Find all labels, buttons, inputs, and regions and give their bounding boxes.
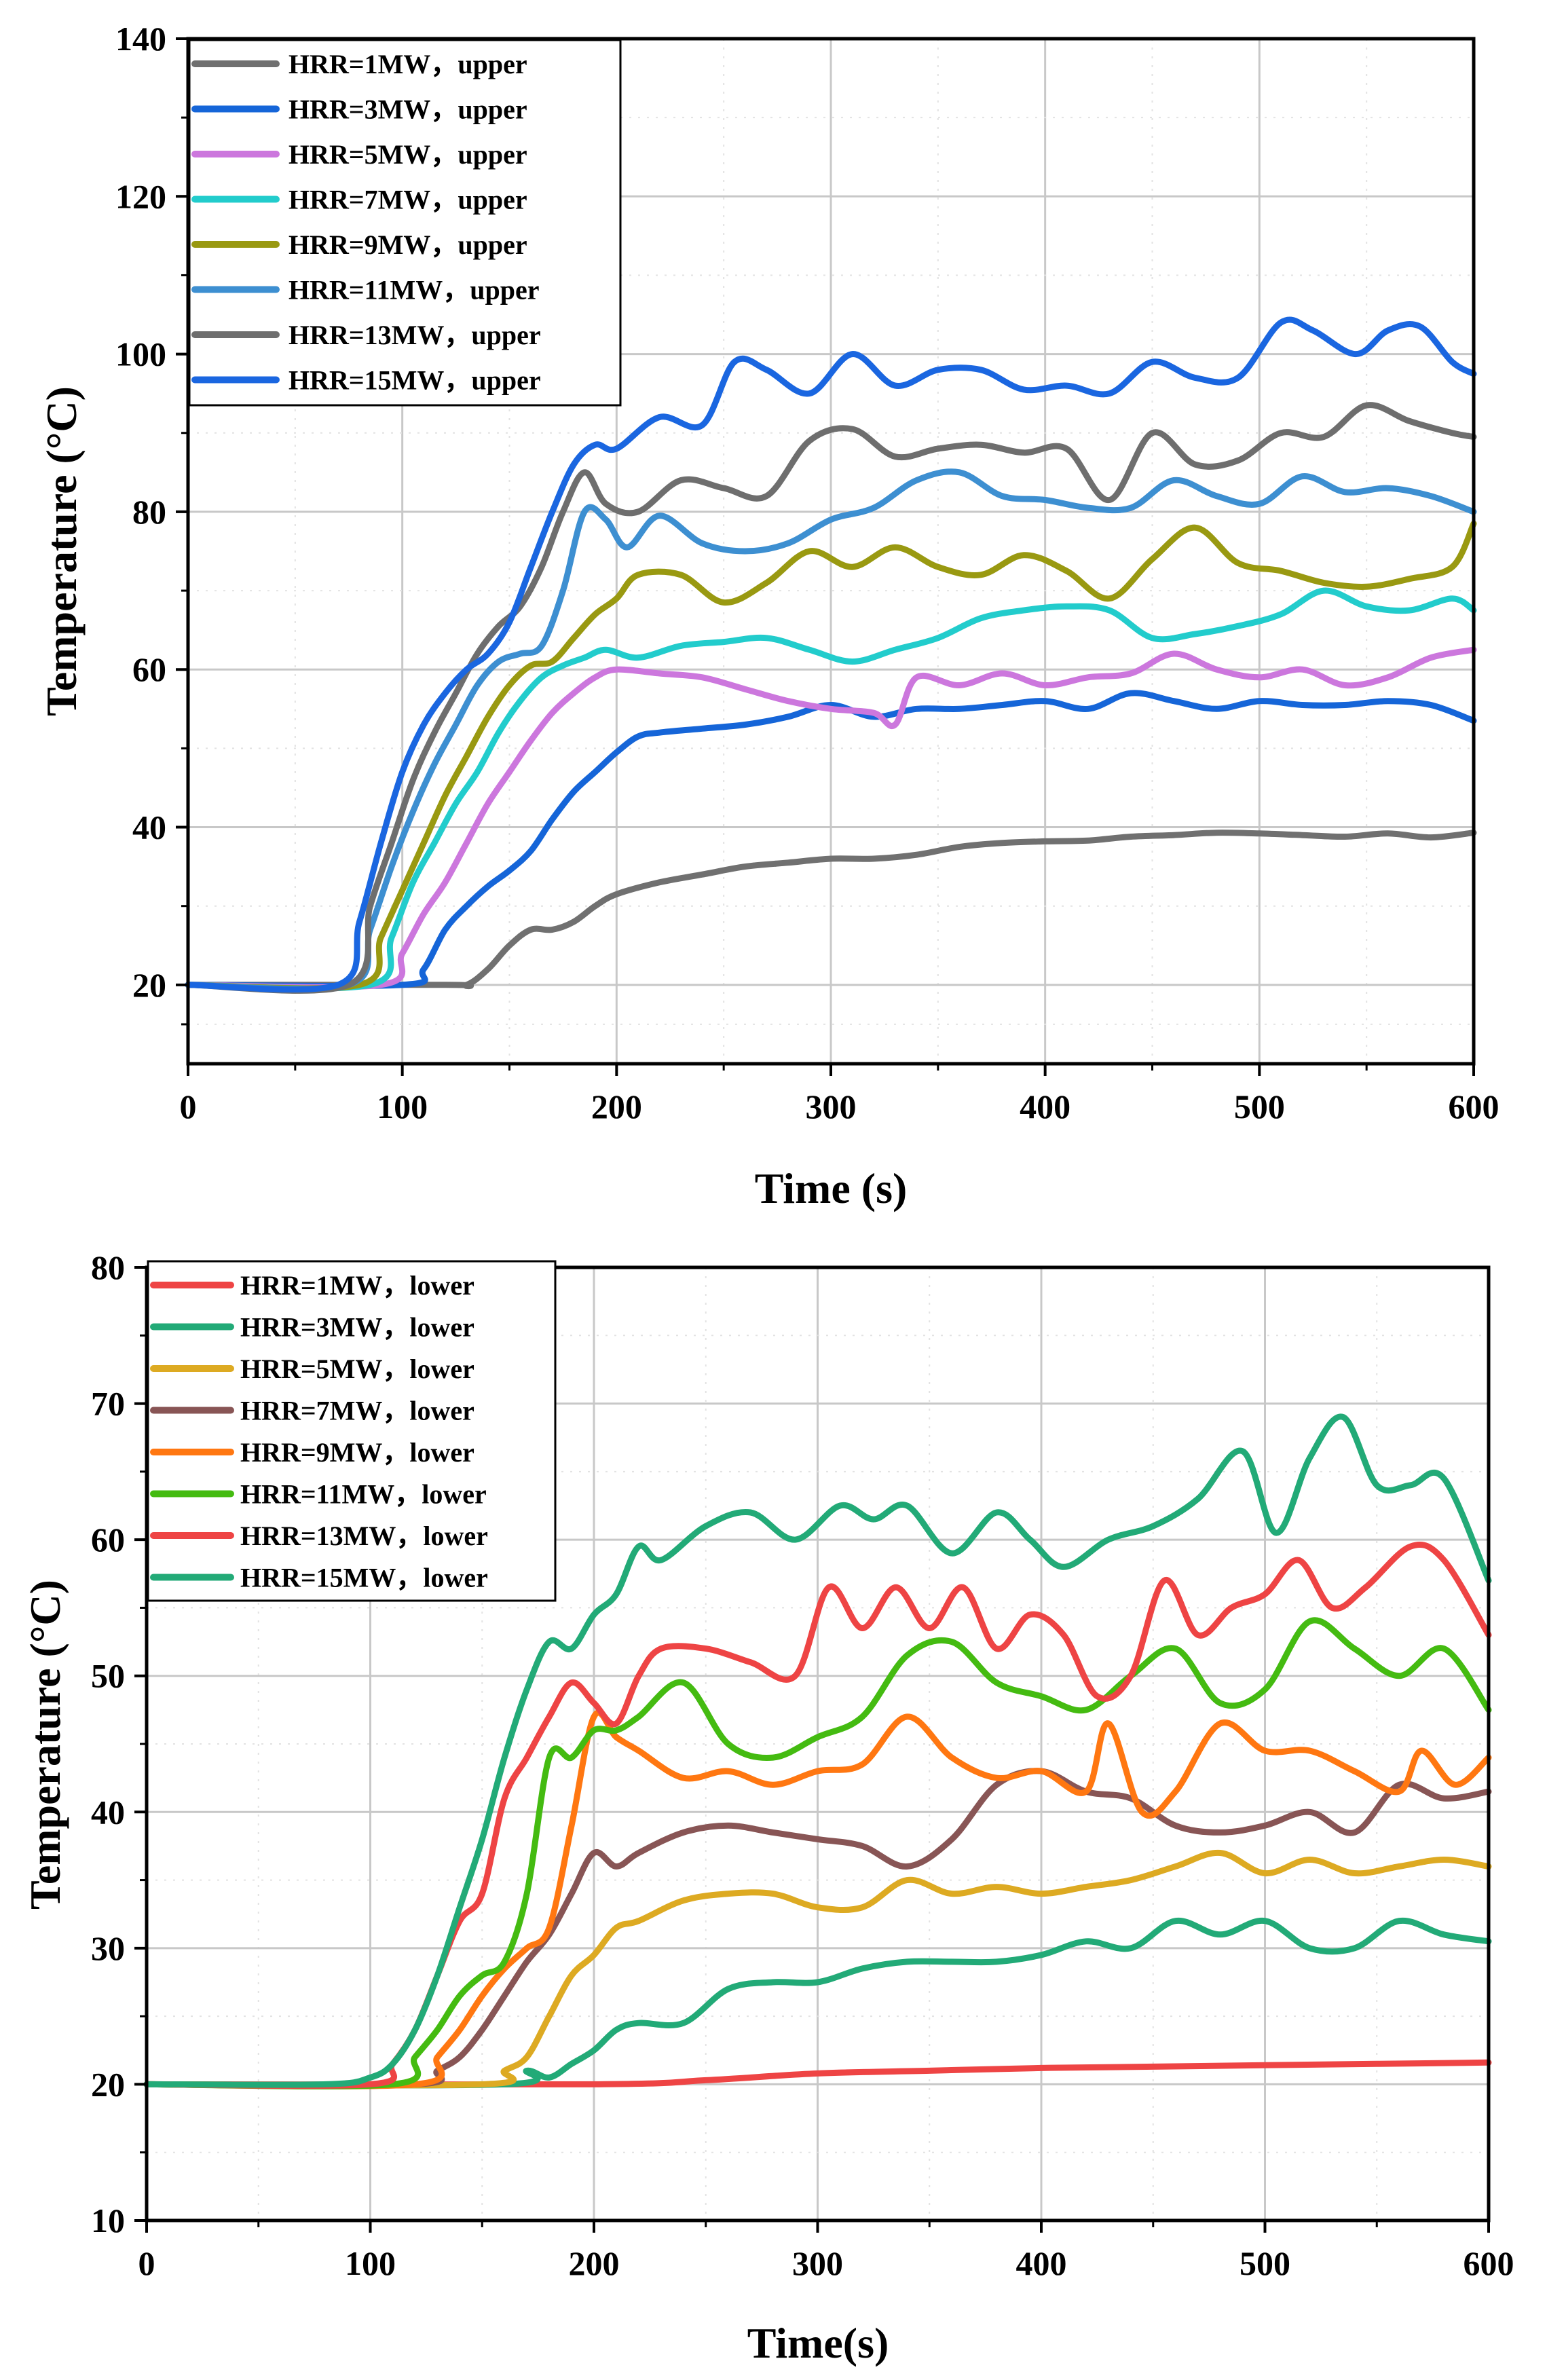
x-tick-label: 100: [345, 2244, 396, 2282]
legend-label-4: HRR=7MW，upper: [288, 185, 527, 215]
legend-label-2: HRR=3MW，lower: [240, 1312, 474, 1343]
legend-label-8: HRR=15MW，lower: [240, 1563, 488, 1593]
x-tick-label: 100: [377, 1087, 428, 1126]
y-tick-label: 50: [91, 1657, 125, 1695]
legend-label-2: HRR=3MW，upper: [288, 94, 527, 125]
y-tick-label: 120: [115, 177, 166, 215]
y-tick-label: 30: [91, 1929, 125, 1967]
upper-legend: HRR=1MW，upper HRR=3MW，upper HRR=5MW，upper H…: [191, 49, 541, 396]
series-line-1: [185, 830, 1477, 990]
legend-label-1: HRR=1MW，lower: [240, 1270, 474, 1301]
lower-x-ticks: 0 100 200 300 400 500 600: [138, 2220, 1514, 2282]
lower-legend: HRR=1MW，lower HRR=3MW，lower HRR=5MW，lower H…: [150, 1270, 488, 1593]
series-line-4: [185, 587, 1477, 992]
legend-label-4: HRR=7MW，lower: [240, 1396, 474, 1426]
legend-label-5: HRR=9MW，lower: [240, 1437, 474, 1468]
series-line-6: [143, 1617, 1492, 2089]
x-tick-label: 0: [138, 2244, 155, 2282]
legend-label-7: HRR=13MW，upper: [288, 320, 541, 350]
upper-y-ticks: 20 40 60 80 100 120 140: [115, 20, 188, 1026]
series-line-4: [143, 1768, 1492, 2089]
series-line-5: [185, 520, 1477, 992]
upper-x-axis-title: Time (s): [755, 1164, 908, 1212]
lower-chart: 0 100 200 300 400 500 600 10 20 30 40 50 60 70 80 Tim…: [21, 1248, 1514, 2367]
y-tick-label: 40: [91, 1793, 125, 1831]
y-tick-label: 80: [132, 493, 166, 531]
legend-label-8: HRR=15MW，upper: [288, 365, 541, 396]
lower-y-axis-title: Temperature (°C): [21, 1580, 69, 1910]
y-tick-label: 20: [91, 2065, 125, 2103]
upper-chart: 0 100 200 300 400 500 600 20 40 60 80 100 120 140 Ti…: [37, 20, 1499, 1212]
legend-label-1: HRR=1MW，upper: [288, 49, 527, 79]
legend-label-7: HRR=13MW，lower: [240, 1521, 488, 1551]
legend-label-6: HRR=11MW，lower: [240, 1479, 487, 1510]
x-tick-label: 300: [792, 2244, 843, 2282]
series-line-8: [185, 316, 1477, 993]
series-line-7: [185, 402, 1477, 994]
series-line-8: [143, 1413, 1492, 2088]
upper-x-ticks: 0 100 200 300 400 500 600: [180, 1064, 1499, 1126]
lower-legend-box: [147, 1260, 557, 1602]
x-tick-label: 400: [1020, 1087, 1070, 1126]
x-tick-label: 0: [180, 1087, 197, 1126]
y-tick-label: 140: [115, 20, 166, 58]
series-line-3: [185, 646, 1477, 990]
legend-label-3: HRR=5MW，lower: [240, 1354, 474, 1384]
y-tick-label: 60: [132, 650, 166, 688]
upper-legend-box: [188, 39, 622, 407]
x-tick-label: 200: [591, 1087, 642, 1126]
x-tick-label: 300: [806, 1087, 857, 1126]
lower-x-axis-title: Time(s): [747, 2319, 889, 2367]
x-tick-label: 600: [1464, 2244, 1514, 2282]
x-tick-label: 600: [1449, 1087, 1499, 1126]
lower-series-group: [143, 1413, 1492, 2089]
series-line-2: [143, 1917, 1492, 2089]
series-line-5: [143, 1709, 1492, 2089]
y-tick-label: 80: [91, 1248, 125, 1286]
series-line-7: [143, 1541, 1492, 2089]
series-line-2: [185, 690, 1477, 990]
upper-y-axis-title: Temperature (°C): [37, 386, 86, 716]
upper-series-group: [185, 316, 1477, 994]
y-tick-label: 20: [132, 966, 166, 1004]
y-tick-label: 60: [91, 1521, 125, 1559]
x-tick-label: 500: [1234, 1087, 1285, 1126]
lower-y-ticks: 10 20 30 40 50 60 70 80: [91, 1248, 147, 2239]
legend-label-5: HRR=9MW，upper: [288, 229, 527, 260]
y-tick-label: 10: [91, 2201, 125, 2239]
series-line-6: [185, 468, 1477, 992]
y-tick-label: 100: [115, 335, 166, 373]
x-tick-label: 200: [569, 2244, 620, 2282]
y-tick-label: 70: [91, 1385, 125, 1423]
series-line-3: [143, 1849, 1492, 2089]
legend-label-6: HRR=11MW，upper: [288, 275, 539, 305]
legend-label-3: HRR=5MW，upper: [288, 139, 527, 170]
x-tick-label: 500: [1240, 2244, 1290, 2282]
series-line-1: [143, 2059, 1492, 2088]
x-tick-label: 400: [1016, 2244, 1067, 2282]
y-tick-label: 40: [132, 808, 166, 847]
